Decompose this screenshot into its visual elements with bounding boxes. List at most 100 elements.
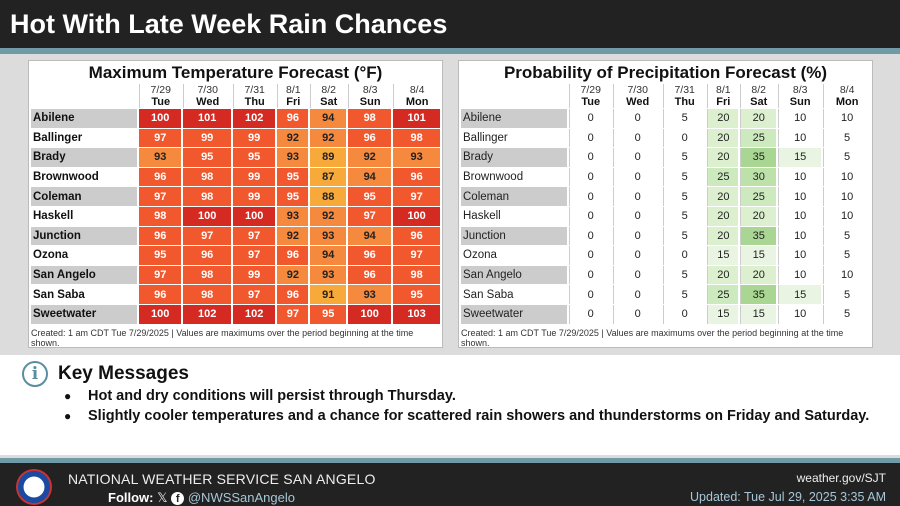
precip-cell: 0 bbox=[613, 167, 661, 187]
precip-cell: 20 bbox=[740, 265, 777, 285]
temperature-cell: 98 bbox=[183, 167, 231, 187]
precip-cell: 0 bbox=[569, 109, 612, 128]
table-row: Coleman 97 98 99 95 88 95 97 bbox=[31, 187, 440, 206]
table-row: Junction 96 97 97 92 93 94 96 bbox=[31, 226, 440, 246]
precip-cell: 10 bbox=[778, 226, 822, 246]
precip-cell: 15 bbox=[778, 285, 822, 304]
precip-cell: 10 bbox=[778, 206, 822, 226]
temperature-cell: 97 bbox=[139, 187, 182, 206]
temperature-cell: 92 bbox=[277, 265, 309, 285]
table-row: Brownwood 96 98 99 95 87 94 96 bbox=[31, 167, 440, 187]
precip-cell: 5 bbox=[823, 246, 870, 265]
temperature-cell: 98 bbox=[348, 109, 392, 128]
temperature-panel: Maximum Temperature Forecast (°F) 7/29 Tu… bbox=[28, 60, 443, 348]
info-icon: i bbox=[22, 361, 48, 387]
temperature-cell: 101 bbox=[393, 109, 440, 128]
city-name: Coleman bbox=[461, 187, 567, 206]
follow-label: Follow: bbox=[108, 490, 154, 505]
precip-cell: 20 bbox=[707, 187, 739, 206]
temperature-cell: 101 bbox=[183, 109, 231, 128]
city-name: Brownwood bbox=[33, 171, 99, 184]
precip-cell: 10 bbox=[823, 167, 870, 187]
table-row: Brady 93 95 95 93 89 92 93 bbox=[31, 148, 440, 167]
temperature-cell: 97 bbox=[232, 285, 276, 304]
facebook-icon[interactable]: f bbox=[171, 492, 185, 505]
table-row: Sweetwater 100 102 102 97 95 100 103 bbox=[31, 304, 440, 324]
precip-cell: 10 bbox=[823, 206, 870, 226]
precip-cell: 10 bbox=[778, 304, 822, 324]
precip-cell: 15 bbox=[740, 246, 777, 265]
city-name: Ozona bbox=[33, 249, 69, 262]
city-name: Brady bbox=[31, 148, 137, 167]
temperature-cell: 95 bbox=[393, 285, 440, 304]
precip-cell: 0 bbox=[569, 246, 612, 265]
day-header: 7/31 Thu bbox=[232, 84, 275, 108]
temperature-cell: 100 bbox=[183, 206, 231, 226]
temperature-cell: 96 bbox=[348, 128, 392, 148]
city-name: Haskell bbox=[463, 210, 501, 223]
city-name: Brady bbox=[461, 148, 567, 167]
website-link[interactable]: weather.gov/SJT bbox=[796, 471, 886, 485]
precip-cell: 10 bbox=[778, 167, 822, 187]
temperature-cell: 98 bbox=[183, 265, 231, 285]
temperature-cell: 96 bbox=[139, 285, 182, 304]
key-messages-title: Key Messages bbox=[58, 363, 189, 384]
table-row: Ballinger 97 99 99 92 92 96 98 bbox=[31, 128, 440, 148]
precip-cell: 25 bbox=[707, 167, 739, 187]
precip-cell: 10 bbox=[778, 128, 822, 148]
precip-cell: 0 bbox=[613, 226, 661, 246]
temperature-cell: 95 bbox=[310, 304, 347, 324]
precip-cell: 20 bbox=[707, 265, 739, 285]
x-icon[interactable]: 𝕏 bbox=[157, 490, 168, 505]
precip-cell: 5 bbox=[662, 148, 706, 167]
precip-cell: 0 bbox=[662, 304, 706, 324]
city-name: Ozona bbox=[463, 249, 497, 262]
precip-cell: 0 bbox=[662, 128, 706, 148]
temperature-cell: 97 bbox=[183, 226, 231, 246]
precip-cell: 25 bbox=[740, 128, 777, 148]
temperature-cell: 93 bbox=[310, 226, 347, 246]
header-divider bbox=[0, 48, 900, 54]
table-row: Brady 0 0 5 20 35 15 5 bbox=[461, 148, 870, 167]
table-row: Haskell 0 0 5 20 20 10 10 bbox=[461, 206, 870, 226]
city-name: San Angelo bbox=[461, 265, 567, 285]
temperature-cell: 99 bbox=[183, 128, 231, 148]
precip-cell: 0 bbox=[613, 109, 661, 128]
office-name: NATIONAL WEATHER SERVICE SAN ANGELO bbox=[68, 471, 376, 487]
temperature-cell: 97 bbox=[232, 226, 276, 246]
table-row: Abilene 100 101 102 96 94 98 101 bbox=[31, 109, 440, 128]
city-name: Junction bbox=[461, 226, 567, 246]
day-header: 8/3 Sun bbox=[778, 84, 821, 108]
table-row: Sweetwater 0 0 0 15 15 10 5 bbox=[461, 304, 870, 324]
table-row: San Saba 0 0 5 25 35 15 5 bbox=[461, 285, 870, 304]
precip-cell: 10 bbox=[778, 246, 822, 265]
city-name: Ballinger bbox=[463, 131, 508, 144]
precip-cell: 0 bbox=[569, 226, 612, 246]
precip-cell: 5 bbox=[823, 226, 870, 246]
city-name: Abilene bbox=[461, 109, 567, 128]
precip-cell: 25 bbox=[740, 187, 777, 206]
precip-cell: 5 bbox=[823, 285, 870, 304]
precip-panel: Probability of Precipitation Forecast (%… bbox=[458, 60, 873, 348]
precip-cell: 25 bbox=[707, 285, 739, 304]
table-row: Coleman 0 0 5 20 25 10 10 bbox=[461, 187, 870, 206]
city-name: San Angelo bbox=[31, 265, 137, 285]
key-message: Hot and dry conditions will persist thro… bbox=[64, 388, 884, 405]
precip-cell: 20 bbox=[740, 109, 777, 128]
temperature-cell: 97 bbox=[277, 304, 309, 324]
temperature-cell: 93 bbox=[348, 285, 392, 304]
table-row: Brownwood 0 0 5 25 30 10 10 bbox=[461, 167, 870, 187]
precip-cell: 5 bbox=[662, 265, 706, 285]
temperature-cell: 98 bbox=[139, 206, 182, 226]
footer: NATIONAL WEATHER SERVICE SAN ANGELO Foll… bbox=[0, 458, 900, 506]
temperature-cell: 96 bbox=[348, 265, 392, 285]
precip-cell: 0 bbox=[569, 265, 612, 285]
social-handle[interactable]: @NWSSanAngelo bbox=[187, 490, 295, 505]
temperature-cell: 100 bbox=[393, 206, 440, 226]
temperature-cell: 95 bbox=[183, 148, 231, 167]
day-header: 7/29 Tue bbox=[139, 84, 181, 108]
temperature-cell: 96 bbox=[393, 226, 440, 246]
city-name: Haskell bbox=[33, 210, 74, 223]
precip-cell: 5 bbox=[662, 109, 706, 128]
precip-cell: 20 bbox=[707, 128, 739, 148]
